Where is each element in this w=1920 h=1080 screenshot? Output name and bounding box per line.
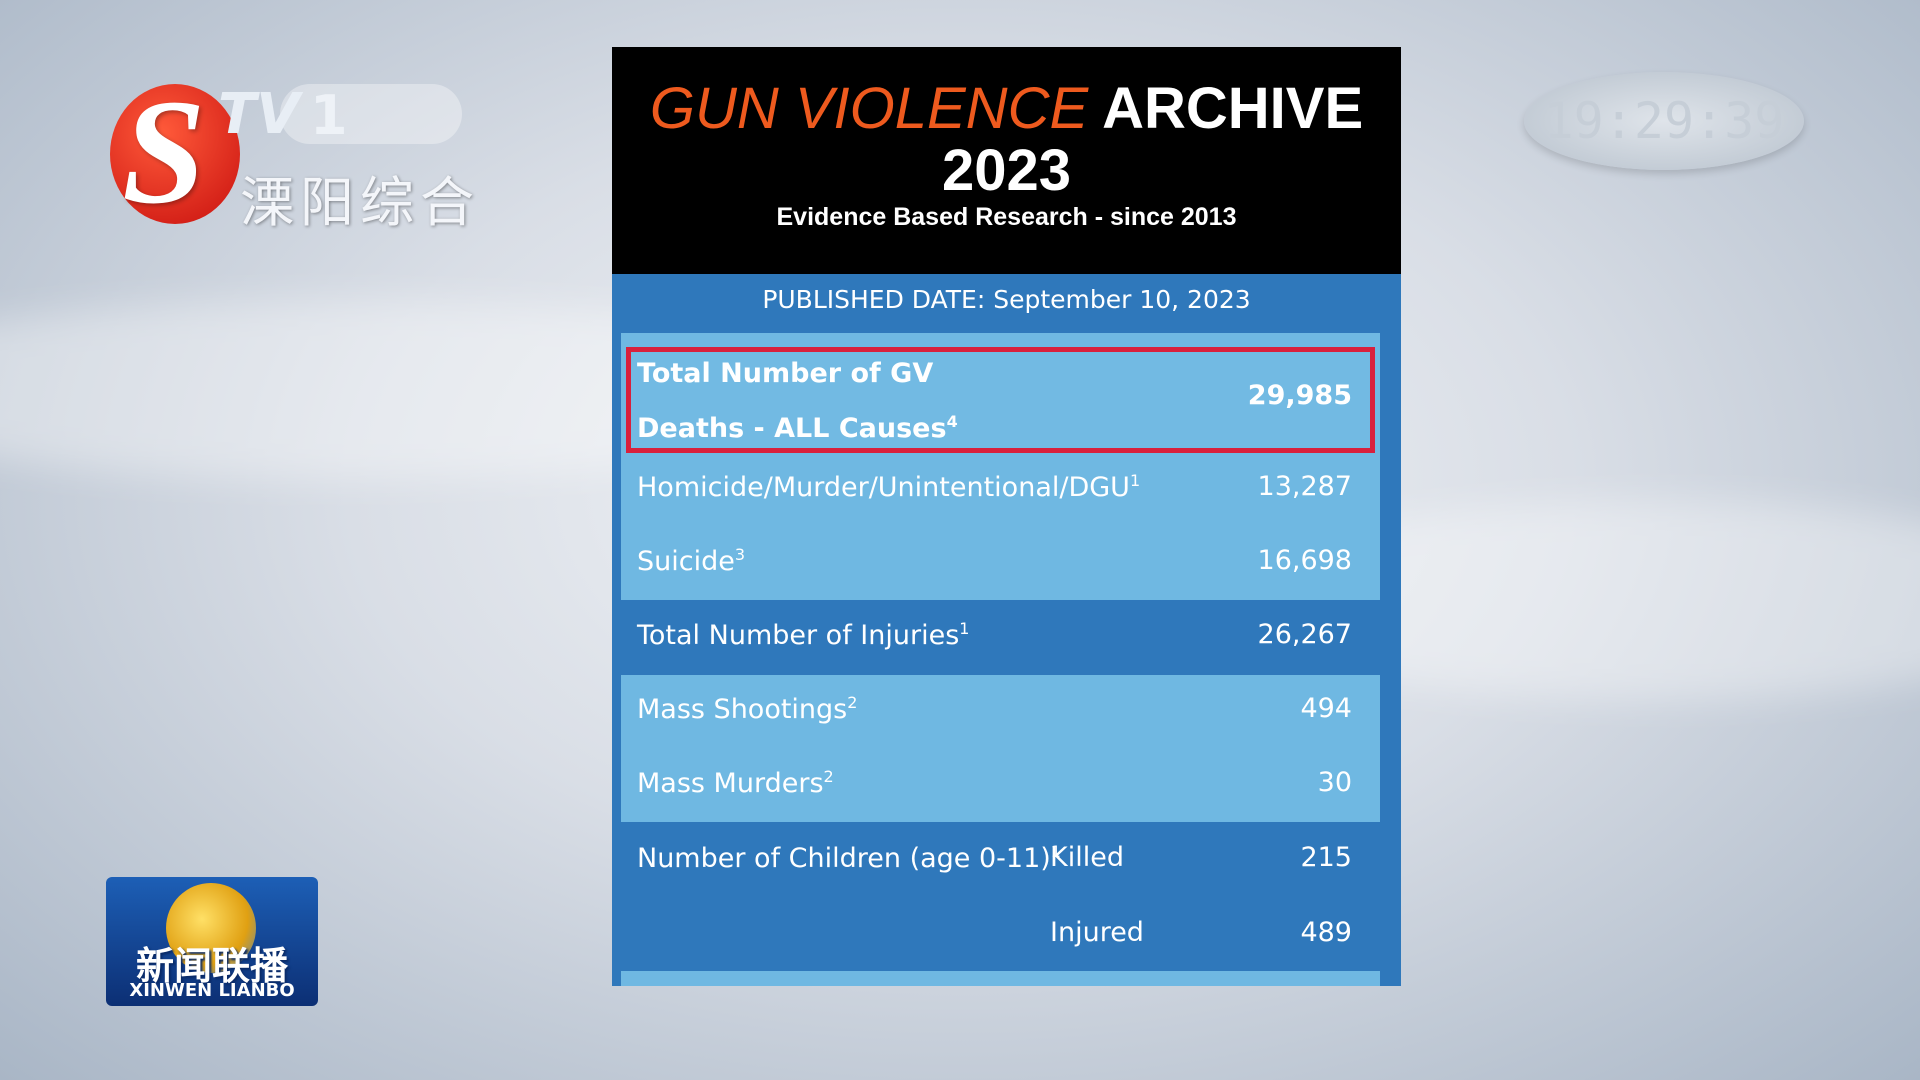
archive-header: GUN VIOLENCE ARCHIVE 2023 Evidence Based… xyxy=(612,47,1401,274)
row-group xyxy=(621,971,1380,986)
channel-name: 溧阳综合 xyxy=(240,171,480,234)
program-pinyin: XINWEN LIANBO xyxy=(129,980,295,1001)
row-value: 16,698 xyxy=(1257,545,1352,576)
footnote: 4 xyxy=(946,412,958,431)
title-highlight: GUN VIOLENCE xyxy=(649,76,1089,141)
channel-logo: S TV 1 溧阳综合 xyxy=(100,69,580,240)
label-text: Mass Shootings xyxy=(637,694,848,725)
row-label: Suicide3 xyxy=(637,545,745,577)
row-label: Homicide/Murder/Unintentional/DGU1 xyxy=(637,471,1140,503)
program-logo: 新闻联播 XINWEN LIANBO xyxy=(106,877,318,1006)
footnote: 2 xyxy=(823,767,834,786)
row-value: 13,287 xyxy=(1257,471,1352,502)
row-label: Total Number of GV Deaths - ALL Causes4 xyxy=(637,350,1037,453)
row-value: 29,985 xyxy=(1247,380,1352,411)
label-text: Total Number of Injuries xyxy=(637,620,960,651)
label-text: Number of Children (age 0-11) xyxy=(637,843,1051,874)
row-value: 30 xyxy=(1317,767,1352,798)
row-group xyxy=(621,675,1380,822)
program-name: 新闻联播 xyxy=(135,944,288,988)
logo-circle xyxy=(110,84,240,224)
footnote: 3 xyxy=(734,545,746,564)
logo-number: 1 xyxy=(310,84,348,147)
title-rest: ARCHIVE xyxy=(1102,76,1364,141)
clock-badge: 19:29:39 xyxy=(1524,72,1804,170)
logo-mark: S xyxy=(122,69,206,235)
globe xyxy=(166,883,256,973)
archive-subtitle: Evidence Based Research - since 2013 xyxy=(776,203,1237,231)
footnote: 1 xyxy=(959,619,970,638)
table-row: Total Number of GV Deaths - ALL Causes4 … xyxy=(637,350,1352,446)
row-value: 215 xyxy=(1300,842,1352,873)
archive-panel: GUN VIOLENCE ARCHIVE 2023 Evidence Based… xyxy=(612,47,1401,986)
archive-title: GUN VIOLENCE ARCHIVE xyxy=(612,75,1401,142)
published-date: PUBLISHED DATE: September 10, 2023 xyxy=(762,285,1251,314)
row-label: Mass Shootings2 xyxy=(637,693,857,725)
archive-year: 2023 xyxy=(941,138,1072,203)
row-label: Total Number of Injuries1 xyxy=(637,619,969,651)
footnote: 1 xyxy=(1050,842,1061,861)
logo-tv: TV xyxy=(218,82,300,147)
row-value: 26,267 xyxy=(1257,619,1352,650)
label-text: Total Number of GV Deaths - ALL Causes xyxy=(637,358,947,444)
row-label: Number of Children (age 0-11)1 xyxy=(637,842,1061,874)
logo-pill xyxy=(280,84,462,144)
footnote: 1 xyxy=(1129,471,1141,490)
label-text: Suicide xyxy=(637,546,735,577)
row-label: Mass Murders2 xyxy=(637,767,834,799)
highlight-box xyxy=(626,347,1375,453)
label-text: Homicide/Murder/Unintentional/DGU xyxy=(637,472,1130,503)
row-value: 489 xyxy=(1300,917,1352,948)
row-value: 494 xyxy=(1300,693,1352,724)
label-text: Mass Murders xyxy=(637,768,824,799)
clock: 19:29:39 xyxy=(1543,92,1785,150)
row-sublabel: Killed xyxy=(1050,842,1124,873)
footnote: 2 xyxy=(847,693,858,712)
row-sublabel: Injured xyxy=(1050,917,1144,948)
